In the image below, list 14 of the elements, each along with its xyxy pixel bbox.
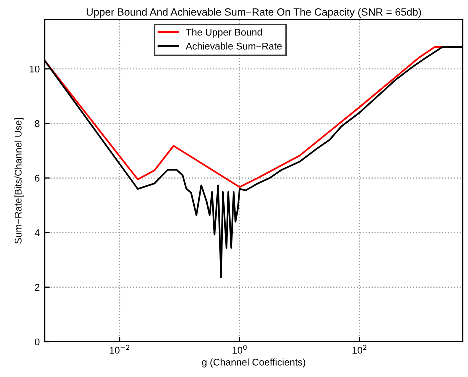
y-tick-label: 0 (35, 338, 40, 346)
legend-label: The Upper Bound (186, 28, 262, 38)
x-axis-title: g (Channel Coefficients) (202, 358, 306, 368)
y-axis-title: Sum−Rate[Bits/Channel Use] (14, 118, 24, 244)
y-tick-label: 2 (35, 284, 40, 291)
x-tick-label: 10$^{0}$ (232, 345, 247, 354)
x-tick-label: 10$^{2}$ (352, 345, 367, 354)
chart-title: Upper Bound And Achievable Sum−Rate On The Capacity (SNR = 65db) (86, 8, 422, 18)
legend-label: Achievable Sum−Rate (186, 42, 282, 50)
y-tick-label: 8 (35, 120, 40, 128)
y-tick-label: 6 (35, 175, 40, 182)
y-tick-label: 10 (30, 66, 40, 73)
y-tick-label: 4 (34, 230, 40, 236)
x-tick-label: 10$^{−2}$ (110, 345, 130, 354)
